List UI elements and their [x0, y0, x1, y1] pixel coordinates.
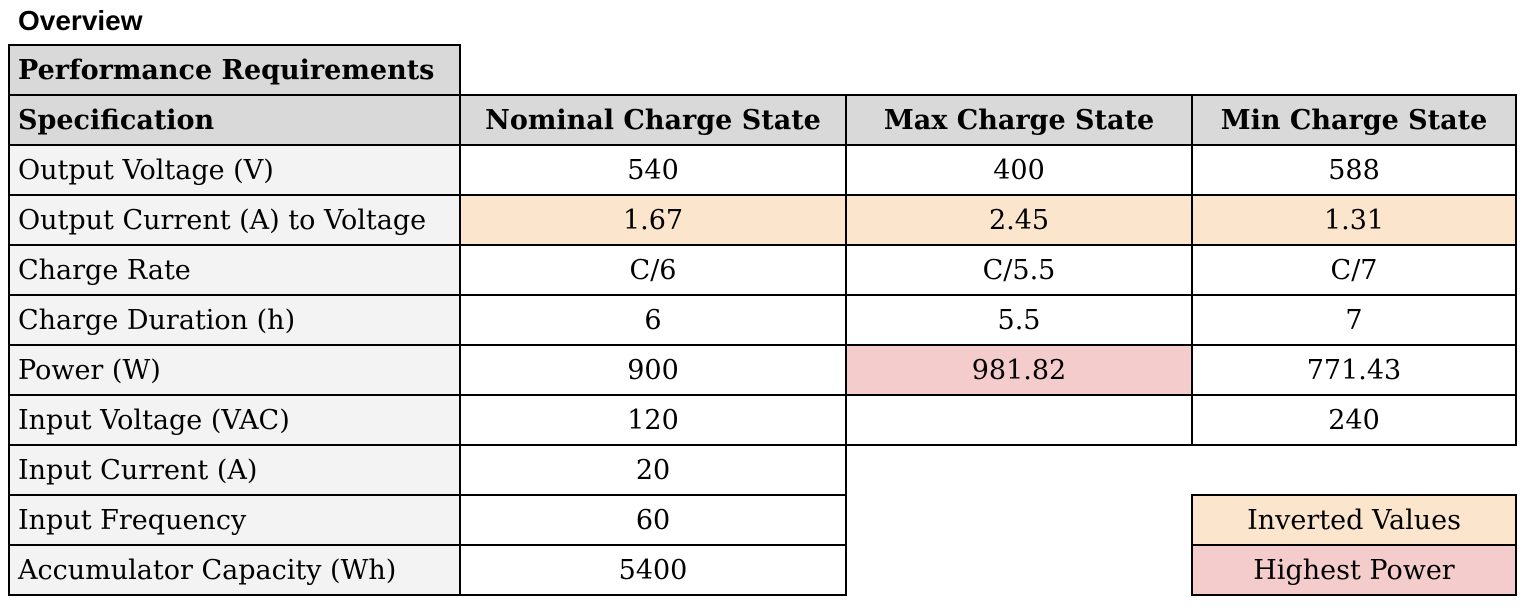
page-title: Overview — [18, 5, 143, 36]
row-label: Output Voltage (V) — [9, 145, 460, 195]
row-label: Input Frequency — [9, 495, 460, 545]
value-nominal: 6 — [460, 295, 846, 345]
grid-line — [8, 144, 1517, 146]
value-nominal: 1.67 — [460, 195, 846, 245]
grid-line — [1191, 94, 1193, 446]
grid-line — [845, 94, 847, 596]
grid-line — [1515, 94, 1517, 446]
header-nominal-charge-state: Nominal Charge State — [460, 95, 846, 145]
value-nominal: 5400 — [460, 545, 846, 595]
table-title: Performance Requirements — [9, 45, 460, 95]
grid-line — [459, 44, 461, 596]
value-max: 400 — [846, 145, 1192, 195]
row-label: Power (W) — [9, 345, 460, 395]
value-min: C/7 — [1192, 245, 1516, 295]
grid-line — [1191, 594, 1517, 596]
grid-line — [8, 194, 1517, 196]
value-min: 771.43 — [1192, 345, 1516, 395]
grid-line — [1191, 544, 1517, 546]
grid-line — [8, 44, 461, 46]
row-label: Accumulator Capacity (Wh) — [9, 545, 460, 595]
header-specification: Specification — [9, 95, 460, 145]
value-min: 7 — [1192, 295, 1516, 345]
grid-line — [8, 394, 1517, 396]
value-nominal: 540 — [460, 145, 846, 195]
grid-line — [1515, 494, 1517, 596]
value-nominal: 20 — [460, 445, 846, 495]
header-min-charge-state: Min Charge State — [1192, 95, 1516, 145]
value-nominal: 60 — [460, 495, 846, 545]
value-nominal: 900 — [460, 345, 846, 395]
row-label: Charge Duration (h) — [9, 295, 460, 345]
value-nominal: 120 — [460, 395, 846, 445]
grid-line — [1191, 494, 1517, 496]
row-label: Input Voltage (VAC) — [9, 395, 460, 445]
row-label: Charge Rate — [9, 245, 460, 295]
grid-line — [8, 94, 1517, 96]
grid-line — [8, 494, 847, 496]
value-min: 240 — [1192, 395, 1516, 445]
value-nominal: C/6 — [460, 245, 846, 295]
value-min: 1.31 — [1192, 195, 1516, 245]
grid-line — [8, 444, 1517, 446]
grid-line — [8, 44, 10, 596]
grid-line — [8, 294, 1517, 296]
grid-line — [8, 594, 847, 596]
header-max-charge-state: Max Charge State — [846, 95, 1192, 145]
row-label: Input Current (A) — [9, 445, 460, 495]
legend-inverted-values: Inverted Values — [1192, 495, 1516, 545]
value-max: 981.82 — [846, 345, 1192, 395]
grid-line — [8, 344, 1517, 346]
grid-line — [1191, 494, 1193, 596]
legend-highest-power: Highest Power — [1192, 545, 1516, 595]
value-max — [846, 395, 1192, 445]
value-min: 588 — [1192, 145, 1516, 195]
value-max: C/5.5 — [846, 245, 1192, 295]
row-label: Output Current (A) to Voltage — [9, 195, 460, 245]
value-max: 5.5 — [846, 295, 1192, 345]
grid-line — [8, 544, 847, 546]
grid-line — [8, 244, 1517, 246]
value-max: 2.45 — [846, 195, 1192, 245]
